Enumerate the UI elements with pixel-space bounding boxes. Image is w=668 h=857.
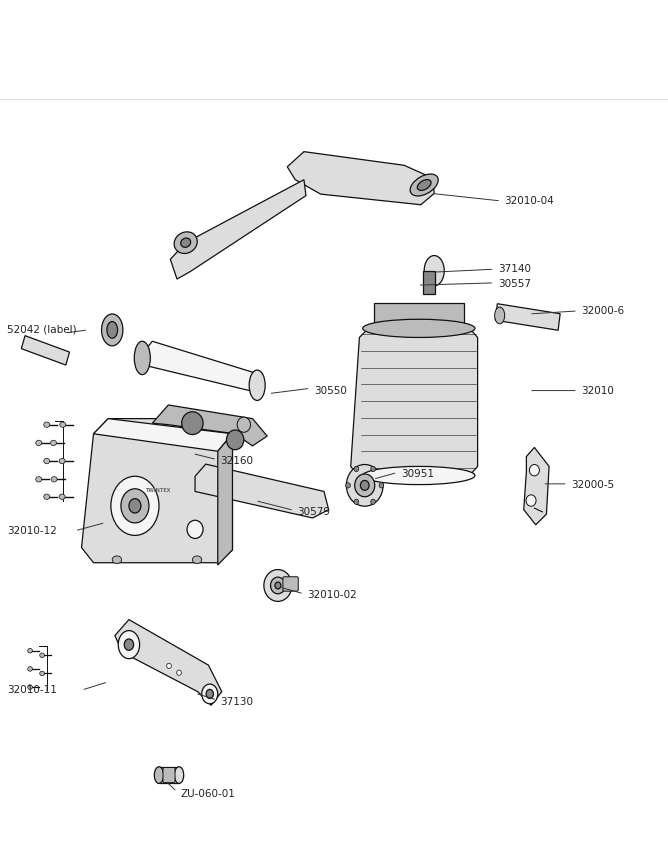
- Ellipse shape: [271, 577, 285, 594]
- Ellipse shape: [36, 476, 41, 482]
- Polygon shape: [115, 620, 222, 705]
- Ellipse shape: [121, 488, 149, 523]
- Ellipse shape: [410, 174, 438, 196]
- Polygon shape: [218, 434, 232, 565]
- Ellipse shape: [182, 412, 203, 434]
- Ellipse shape: [129, 499, 141, 513]
- Text: ZU-060-01: ZU-060-01: [180, 789, 235, 799]
- Ellipse shape: [181, 238, 190, 248]
- Text: 32010-12: 32010-12: [7, 526, 57, 536]
- Ellipse shape: [226, 430, 244, 450]
- Polygon shape: [170, 180, 306, 279]
- Ellipse shape: [202, 684, 218, 704]
- Ellipse shape: [529, 464, 540, 476]
- Text: 52042 (label): 52042 (label): [7, 325, 76, 335]
- Ellipse shape: [154, 767, 164, 783]
- Ellipse shape: [59, 458, 65, 464]
- Polygon shape: [495, 303, 560, 330]
- Ellipse shape: [44, 458, 50, 464]
- Ellipse shape: [347, 464, 383, 506]
- Ellipse shape: [167, 663, 171, 668]
- Ellipse shape: [59, 494, 65, 500]
- Polygon shape: [374, 303, 464, 326]
- Ellipse shape: [371, 499, 375, 505]
- Ellipse shape: [112, 556, 122, 564]
- Text: 37130: 37130: [220, 697, 253, 706]
- Ellipse shape: [379, 482, 384, 488]
- Text: 32010-04: 32010-04: [504, 196, 554, 206]
- Ellipse shape: [418, 180, 431, 190]
- Ellipse shape: [526, 494, 536, 506]
- Text: 30951: 30951: [401, 469, 434, 479]
- Ellipse shape: [44, 494, 50, 500]
- Text: EXPLODED VIEW AND SPARE PART LIST: EXPLODED VIEW AND SPARE PART LIST: [17, 71, 275, 84]
- Ellipse shape: [174, 767, 184, 783]
- Ellipse shape: [355, 474, 375, 497]
- Polygon shape: [81, 418, 232, 563]
- Ellipse shape: [237, 417, 250, 432]
- Ellipse shape: [354, 466, 359, 471]
- Ellipse shape: [40, 671, 44, 675]
- Text: 32010: 32010: [581, 386, 614, 396]
- Ellipse shape: [124, 639, 134, 650]
- Polygon shape: [159, 767, 179, 783]
- Ellipse shape: [176, 670, 182, 675]
- Ellipse shape: [51, 476, 57, 482]
- Ellipse shape: [424, 255, 444, 286]
- Polygon shape: [21, 336, 69, 365]
- Text: 32010-02: 32010-02: [307, 590, 357, 601]
- Ellipse shape: [275, 582, 281, 589]
- FancyBboxPatch shape: [163, 768, 175, 782]
- Ellipse shape: [107, 321, 118, 339]
- Ellipse shape: [40, 653, 44, 657]
- Ellipse shape: [118, 631, 140, 659]
- Polygon shape: [94, 418, 232, 452]
- Text: 32000-6: 32000-6: [581, 306, 625, 316]
- Ellipse shape: [192, 556, 202, 564]
- Polygon shape: [524, 447, 549, 524]
- Polygon shape: [351, 326, 478, 478]
- Ellipse shape: [51, 440, 56, 446]
- Ellipse shape: [102, 314, 123, 346]
- Polygon shape: [195, 464, 329, 518]
- Ellipse shape: [494, 307, 505, 324]
- Text: 32160: 32160: [220, 456, 253, 466]
- Ellipse shape: [206, 689, 214, 698]
- Text: 32010-11: 32010-11: [7, 685, 57, 695]
- Text: 32000-5: 32000-5: [571, 481, 615, 490]
- Text: 30557: 30557: [498, 279, 530, 290]
- Ellipse shape: [27, 649, 32, 653]
- Polygon shape: [152, 405, 267, 446]
- Ellipse shape: [134, 341, 150, 375]
- Text: 30579: 30579: [297, 506, 330, 517]
- Ellipse shape: [187, 520, 203, 538]
- Text: BRISTLE BLASTER® PNEUMATIC: BRISTLE BLASTER® PNEUMATIC: [17, 27, 427, 51]
- Ellipse shape: [174, 232, 197, 254]
- Ellipse shape: [361, 481, 369, 490]
- Ellipse shape: [27, 667, 32, 671]
- Ellipse shape: [363, 466, 475, 484]
- Polygon shape: [140, 341, 261, 392]
- Ellipse shape: [36, 440, 41, 446]
- Ellipse shape: [354, 499, 359, 505]
- Ellipse shape: [264, 570, 292, 602]
- Text: 30550: 30550: [314, 386, 347, 396]
- Ellipse shape: [27, 685, 32, 689]
- Ellipse shape: [363, 320, 475, 338]
- Text: 37140: 37140: [498, 264, 530, 274]
- Text: TWINTEX: TWINTEX: [146, 488, 172, 493]
- Ellipse shape: [371, 466, 375, 471]
- Ellipse shape: [44, 422, 50, 428]
- Polygon shape: [423, 272, 435, 294]
- Ellipse shape: [60, 422, 65, 428]
- Polygon shape: [287, 152, 434, 205]
- Ellipse shape: [111, 476, 159, 536]
- Ellipse shape: [249, 370, 265, 400]
- FancyBboxPatch shape: [283, 577, 298, 591]
- Ellipse shape: [346, 482, 351, 488]
